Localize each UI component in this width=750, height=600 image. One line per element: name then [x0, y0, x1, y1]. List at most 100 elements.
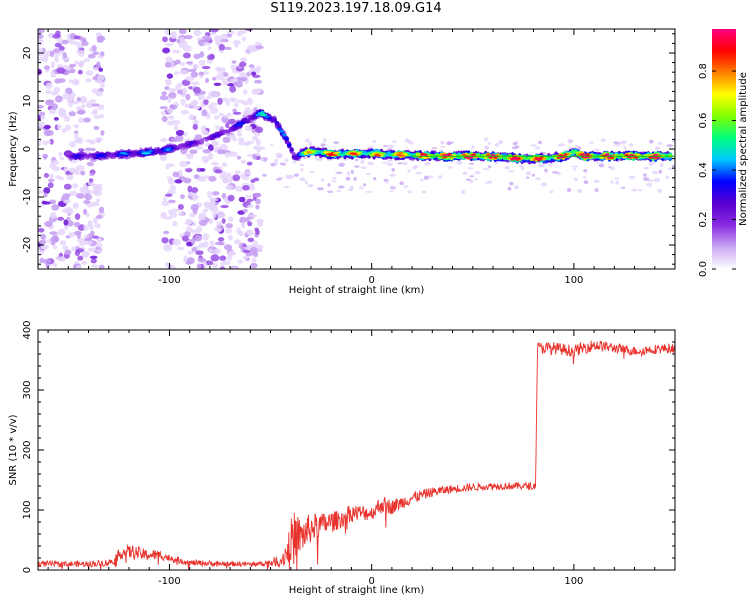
noise-speck: [504, 165, 510, 170]
noise-speck: [242, 89, 248, 95]
noise-speck: [305, 138, 310, 143]
noise-speck: [45, 89, 52, 95]
noise-speck: [91, 103, 100, 107]
chart-title: S119.2023.197.18.09.G14: [270, 1, 442, 16]
noise-speck: [51, 103, 58, 110]
ridge-cell: [238, 123, 243, 126]
noise-speck: [63, 219, 69, 226]
noise-speck: [100, 130, 105, 136]
plot-frame: [37, 329, 676, 571]
noise-speck: [531, 173, 535, 177]
noise-speck: [613, 141, 619, 145]
noise-speck: [53, 235, 59, 243]
noise-speck: [353, 177, 357, 181]
noise-speck: [382, 161, 389, 164]
noise-speck: [551, 171, 559, 174]
noise-speck: [83, 200, 91, 204]
noise-speck: [54, 42, 62, 48]
noise-speck: [162, 47, 171, 54]
noise-speck: [240, 57, 248, 63]
noise-speck: [96, 39, 104, 43]
noise-speck: [643, 166, 649, 170]
noise-speck: [284, 158, 289, 163]
noise-speck: [219, 266, 225, 269]
noise-speck: [83, 234, 90, 239]
noise-speck: [218, 241, 225, 246]
noise-speck: [408, 141, 414, 145]
noise-speck: [201, 109, 208, 117]
noise-speck: [210, 29, 219, 33]
noise-speck: [190, 71, 198, 78]
noise-speck: [257, 221, 264, 227]
noise-speck: [509, 181, 514, 186]
noise-speck: [573, 168, 577, 171]
noise-speck: [85, 70, 94, 76]
noise-speck: [270, 163, 275, 167]
ridge-cell: [294, 157, 299, 160]
noise-speck: [207, 54, 215, 61]
noise-speck: [197, 214, 206, 221]
noise-speck: [210, 254, 220, 262]
noise-speck: [87, 247, 97, 252]
noise-speck: [68, 141, 77, 148]
noise-speck: [52, 244, 58, 250]
snr-panel: -100 0 100 0 100 200 300 400 Height of straight …: [8, 320, 676, 596]
noise-speck: [96, 61, 101, 69]
noise-speck: [74, 60, 79, 65]
noise-speck: [161, 200, 170, 206]
noise-speck: [275, 178, 282, 181]
noise-speck: [628, 175, 636, 179]
ridge-cell: [403, 153, 408, 156]
noise-speck: [223, 46, 232, 51]
noise-speck: [80, 260, 88, 265]
ridge-cell: [527, 156, 532, 159]
noise-speck: [247, 221, 253, 227]
noise-speck: [64, 124, 71, 131]
noise-speck: [58, 46, 65, 51]
ridge-cell: [541, 157, 547, 160]
noise-speck: [363, 183, 367, 187]
noise-speck: [608, 166, 612, 169]
colorbar-tick-label: 0.6: [698, 113, 709, 129]
noise-speck: [213, 248, 221, 255]
noise-speck: [214, 169, 223, 174]
ridge-cell: [634, 156, 639, 159]
noise-speck: [407, 169, 411, 173]
noise-speck: [199, 168, 206, 172]
noise-speck: [89, 140, 96, 145]
noise-speck: [225, 99, 230, 107]
noise-speck: [78, 240, 86, 247]
ridge-cell: [376, 154, 382, 157]
noise-speck: [186, 257, 195, 265]
noise-speck: [182, 52, 191, 59]
noise-speck: [229, 97, 237, 103]
noise-speck: [40, 244, 50, 250]
noise-speck: [71, 246, 77, 252]
noise-speck: [49, 211, 57, 219]
noise-speck: [77, 117, 86, 124]
noise-speck: [195, 250, 204, 256]
noise-speck: [336, 189, 342, 193]
noise-speck: [548, 163, 553, 166]
ridge-cell: [124, 153, 129, 155]
noise-speck: [77, 69, 83, 75]
noise-speck: [213, 115, 220, 120]
noise-speck: [231, 60, 237, 64]
noise-speck: [595, 161, 600, 164]
noise-speck: [234, 170, 242, 175]
noise-speck: [91, 235, 99, 239]
noise-speck: [162, 36, 168, 43]
noise-speck: [615, 180, 619, 185]
noise-speck: [38, 104, 44, 109]
noise-speck: [269, 143, 274, 146]
noise-speck: [83, 240, 93, 246]
noise-speck: [631, 188, 638, 192]
noise-speck: [213, 35, 222, 43]
noise-speck: [610, 166, 615, 170]
noise-speck: [189, 229, 199, 234]
noise-speck: [248, 64, 255, 68]
noise-speck: [167, 115, 175, 120]
colorbar-tick-label: 0.0: [698, 261, 709, 277]
y-tick-label: 100: [22, 500, 33, 519]
noise-speck: [196, 263, 202, 269]
